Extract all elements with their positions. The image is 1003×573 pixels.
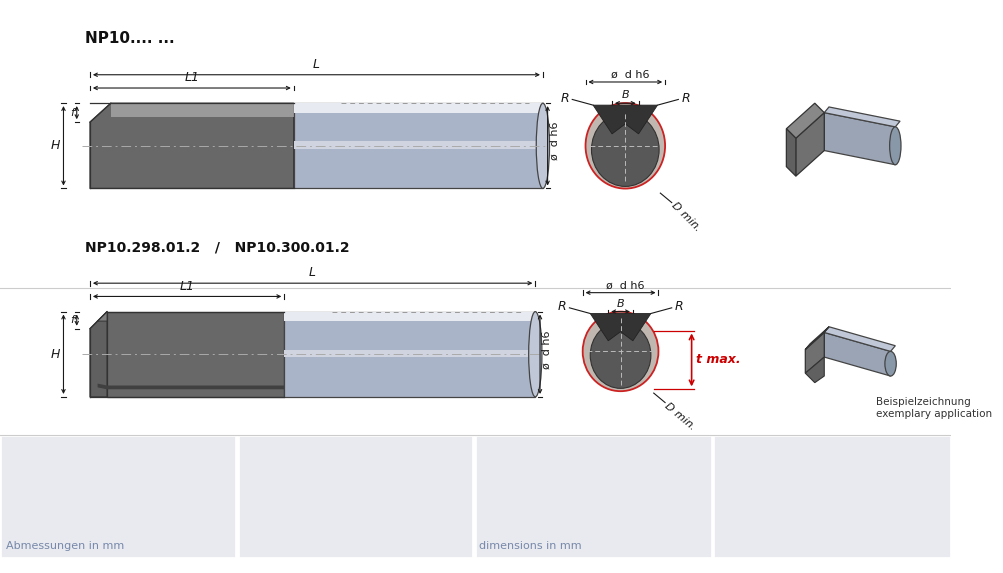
Polygon shape [284, 312, 535, 397]
Ellipse shape [585, 103, 664, 189]
Ellipse shape [889, 127, 900, 165]
Ellipse shape [590, 322, 650, 388]
Polygon shape [804, 332, 823, 373]
Text: ø  d h6: ø d h6 [542, 330, 552, 369]
Polygon shape [593, 105, 657, 134]
Text: L: L [313, 58, 320, 71]
Polygon shape [804, 327, 828, 350]
Polygon shape [294, 141, 543, 148]
Text: f: f [70, 108, 74, 117]
Ellipse shape [884, 351, 896, 376]
Text: dimensions in mm: dimensions in mm [478, 541, 582, 551]
Polygon shape [90, 103, 294, 189]
Polygon shape [107, 312, 284, 397]
Text: B: B [621, 91, 629, 100]
Text: NP10.... ...: NP10.... ... [85, 32, 175, 46]
Polygon shape [785, 129, 795, 176]
Ellipse shape [536, 103, 549, 189]
FancyBboxPatch shape [238, 435, 472, 558]
Polygon shape [823, 107, 899, 127]
Polygon shape [795, 113, 823, 176]
Polygon shape [823, 327, 895, 351]
FancyBboxPatch shape [713, 435, 950, 558]
Text: D min.: D min. [663, 401, 697, 432]
Text: H: H [50, 348, 59, 361]
Text: R: R [674, 300, 683, 313]
Text: t max.: t max. [696, 354, 740, 366]
Text: f: f [70, 315, 74, 325]
Text: H: H [50, 139, 59, 152]
Polygon shape [90, 312, 107, 397]
FancyBboxPatch shape [474, 435, 711, 558]
FancyBboxPatch shape [0, 435, 236, 558]
Polygon shape [110, 103, 294, 117]
Text: L1: L1 [180, 280, 195, 293]
Polygon shape [294, 103, 543, 189]
Text: Abmessungen in mm: Abmessungen in mm [6, 541, 123, 551]
Text: NP10.298.01.2   /   NP10.300.01.2: NP10.298.01.2 / NP10.300.01.2 [85, 241, 349, 255]
Text: B: B [616, 299, 624, 309]
Text: D min.: D min. [669, 201, 702, 234]
Text: ø  d h6: ø d h6 [549, 122, 559, 160]
Ellipse shape [529, 312, 542, 397]
Polygon shape [284, 350, 535, 357]
Ellipse shape [591, 113, 658, 186]
Text: Beispielzeichnung: Beispielzeichnung [876, 397, 970, 407]
Polygon shape [590, 313, 650, 341]
Polygon shape [97, 383, 284, 389]
Text: ø  d h6: ø d h6 [606, 281, 644, 291]
Polygon shape [97, 312, 107, 321]
Ellipse shape [582, 312, 658, 391]
Text: R: R [560, 92, 569, 105]
Text: ø  d h6: ø d h6 [610, 70, 649, 80]
Polygon shape [284, 312, 535, 321]
Polygon shape [785, 103, 823, 138]
Text: R: R [681, 92, 689, 105]
Text: L1: L1 [185, 71, 200, 84]
Polygon shape [823, 113, 895, 165]
Polygon shape [294, 103, 543, 113]
Text: exemplary application: exemplary application [876, 409, 992, 419]
Polygon shape [804, 357, 823, 383]
Text: R: R [557, 300, 566, 313]
Polygon shape [823, 332, 890, 376]
Text: L: L [309, 266, 316, 280]
